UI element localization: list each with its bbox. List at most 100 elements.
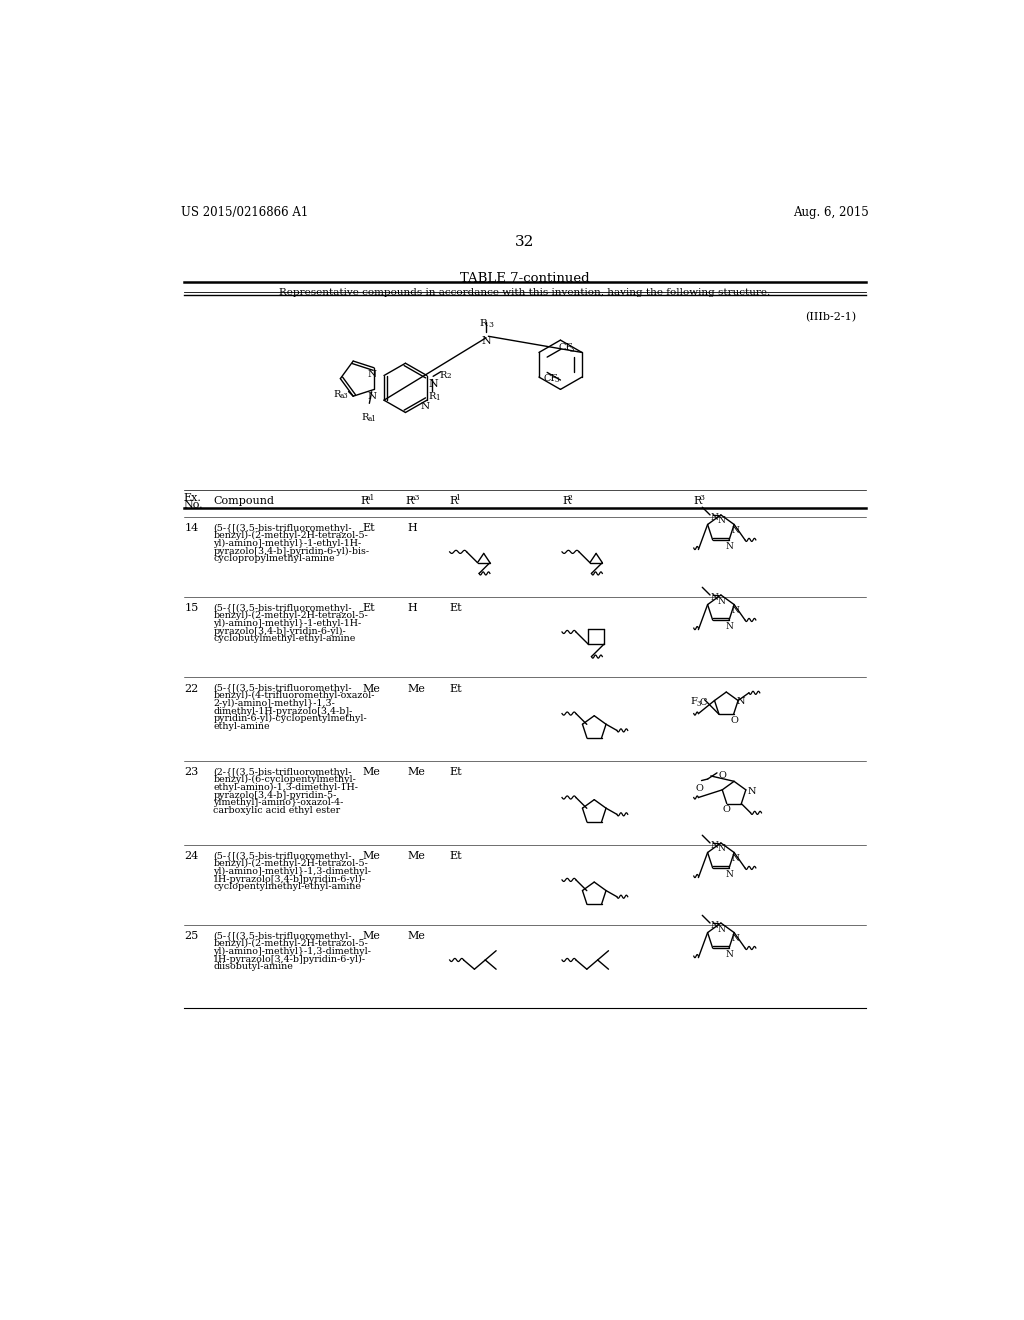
Text: F: F: [690, 697, 697, 706]
Text: pyrazolo[3,4-b]-pyridin-6-yl)-bis-: pyrazolo[3,4-b]-pyridin-6-yl)-bis-: [213, 546, 370, 556]
Text: 1: 1: [435, 395, 440, 403]
Text: O: O: [695, 784, 703, 792]
Text: N: N: [718, 597, 726, 606]
Text: (5-{[(3,5-bis-trifluoromethyl-: (5-{[(3,5-bis-trifluoromethyl-: [213, 932, 352, 941]
Text: 24: 24: [184, 851, 199, 862]
Text: (5-{[(3,5-bis-trifluoromethyl-: (5-{[(3,5-bis-trifluoromethyl-: [213, 851, 352, 861]
Text: (2-{[(3,5-bis-trifluoromethyl-: (2-{[(3,5-bis-trifluoromethyl-: [213, 767, 352, 776]
Text: N: N: [421, 403, 430, 412]
Text: (IIIb-2-1): (IIIb-2-1): [805, 313, 856, 322]
Text: R: R: [428, 392, 436, 401]
Text: N: N: [731, 854, 739, 863]
Text: No.: No.: [183, 499, 204, 510]
Text: N: N: [710, 512, 718, 521]
Text: N: N: [368, 370, 377, 379]
Text: ethyl-amino)-1,3-dimethyl-1H-: ethyl-amino)-1,3-dimethyl-1H-: [213, 783, 358, 792]
Text: Et: Et: [450, 603, 462, 614]
Text: a1: a1: [368, 414, 377, 422]
Text: cyclobutylmethyl-ethyl-amine: cyclobutylmethyl-ethyl-amine: [213, 635, 355, 643]
Text: N: N: [710, 921, 718, 929]
Text: R: R: [361, 413, 369, 421]
Text: cyclopropylmethyl-amine: cyclopropylmethyl-amine: [213, 554, 335, 564]
Text: Me: Me: [407, 851, 425, 862]
Text: (5-{[(3,5-bis-trifluoromethyl-: (5-{[(3,5-bis-trifluoromethyl-: [213, 684, 352, 693]
Text: cyclopentylmethyl-ethyl-amine: cyclopentylmethyl-ethyl-amine: [213, 882, 361, 891]
Text: O: O: [719, 771, 726, 780]
Text: a3: a3: [411, 494, 421, 502]
Text: N: N: [731, 606, 739, 615]
Text: R: R: [480, 318, 487, 327]
Text: N: N: [726, 949, 734, 958]
Text: 2: 2: [567, 494, 572, 502]
Text: N: N: [428, 379, 438, 388]
Text: Et: Et: [450, 684, 462, 693]
Text: 1H-pyrazolo[3,4-b]pyridin-6-yl)-: 1H-pyrazolo[3,4-b]pyridin-6-yl)-: [213, 875, 367, 883]
Text: a1: a1: [366, 494, 376, 502]
Text: N: N: [726, 541, 734, 550]
Text: 23: 23: [184, 767, 199, 777]
Text: carboxylic acid ethyl ester: carboxylic acid ethyl ester: [213, 807, 340, 814]
Text: 3: 3: [488, 321, 494, 329]
Text: R: R: [693, 496, 702, 506]
Text: 1: 1: [455, 494, 460, 502]
Text: Ex.: Ex.: [183, 492, 202, 503]
Text: N: N: [481, 337, 492, 346]
Text: R: R: [562, 496, 570, 506]
Text: pyridin-6-yl)-cyclopentylmethyl-: pyridin-6-yl)-cyclopentylmethyl-: [213, 714, 367, 723]
Text: benzyl)-(4-trifluoromethyl-oxazol-: benzyl)-(4-trifluoromethyl-oxazol-: [213, 692, 375, 701]
Text: O: O: [730, 715, 738, 725]
Text: 14: 14: [184, 524, 199, 533]
Text: 3: 3: [569, 346, 574, 354]
Text: Aug. 6, 2015: Aug. 6, 2015: [794, 206, 869, 219]
Text: pyrazolo[3,4-b]-pyridin-5-: pyrazolo[3,4-b]-pyridin-5-: [213, 791, 337, 800]
Text: R: R: [439, 371, 446, 380]
Text: N: N: [731, 527, 739, 535]
Text: 22: 22: [184, 684, 199, 693]
Text: 25: 25: [184, 932, 199, 941]
Text: N: N: [748, 787, 756, 796]
Text: Et: Et: [450, 851, 462, 862]
Text: N: N: [726, 870, 734, 879]
Text: (5-{[(3,5-bis-trifluoromethyl-: (5-{[(3,5-bis-trifluoromethyl-: [213, 524, 352, 532]
Text: benzyl)-(2-methyl-2H-tetrazol-5-: benzyl)-(2-methyl-2H-tetrazol-5-: [213, 531, 368, 540]
Text: H: H: [407, 603, 417, 614]
Text: TABLE 7-continued: TABLE 7-continued: [460, 272, 590, 285]
Text: yl)-amino]-methyl}-1-ethyl-1H-: yl)-amino]-methyl}-1-ethyl-1H-: [213, 619, 361, 628]
Text: CF: CF: [559, 343, 573, 352]
Text: a3: a3: [339, 392, 348, 400]
Text: Me: Me: [362, 684, 381, 693]
Text: N: N: [731, 935, 739, 942]
Text: H: H: [407, 524, 417, 533]
Text: Et: Et: [450, 767, 462, 777]
Text: 3: 3: [699, 494, 705, 502]
Text: Me: Me: [362, 767, 381, 777]
Text: 3: 3: [696, 701, 700, 709]
Text: 32: 32: [515, 235, 535, 249]
Text: R: R: [333, 389, 340, 399]
Text: R: R: [360, 496, 369, 506]
Text: N: N: [726, 622, 734, 631]
Text: yl)-amino]-methyl}-1,3-dimethyl-: yl)-amino]-methyl}-1,3-dimethyl-: [213, 867, 372, 876]
Text: 1H-pyrazolo[3,4-b]pyridin-6-yl)-: 1H-pyrazolo[3,4-b]pyridin-6-yl)-: [213, 954, 367, 964]
Text: N: N: [718, 516, 726, 525]
Text: N: N: [368, 392, 377, 401]
Text: diisobutyl-amine: diisobutyl-amine: [213, 962, 293, 972]
Text: Et: Et: [362, 524, 376, 533]
Text: US 2015/0216866 A1: US 2015/0216866 A1: [180, 206, 308, 219]
Text: C: C: [699, 698, 707, 708]
Text: 15: 15: [184, 603, 199, 614]
Text: Me: Me: [362, 851, 381, 862]
Text: R: R: [406, 496, 414, 506]
Text: ylmethyl]-amino}-oxazol-4-: ylmethyl]-amino}-oxazol-4-: [213, 799, 344, 808]
Text: Et: Et: [362, 603, 376, 614]
Text: Compound: Compound: [213, 496, 274, 506]
Text: benzyl)-(2-methyl-2H-tetrazol-5-: benzyl)-(2-methyl-2H-tetrazol-5-: [213, 859, 368, 869]
Text: N: N: [710, 841, 718, 850]
Text: O: O: [722, 805, 730, 814]
Text: 2-yl)-amino]-methyl}-1,3-: 2-yl)-amino]-methyl}-1,3-: [213, 700, 335, 708]
Text: Me: Me: [407, 684, 425, 693]
Text: CF: CF: [544, 374, 558, 383]
Text: N: N: [718, 924, 726, 933]
Text: R: R: [450, 496, 458, 506]
Text: benzyl)-(2-methyl-2H-tetrazol-5-: benzyl)-(2-methyl-2H-tetrazol-5-: [213, 611, 368, 620]
